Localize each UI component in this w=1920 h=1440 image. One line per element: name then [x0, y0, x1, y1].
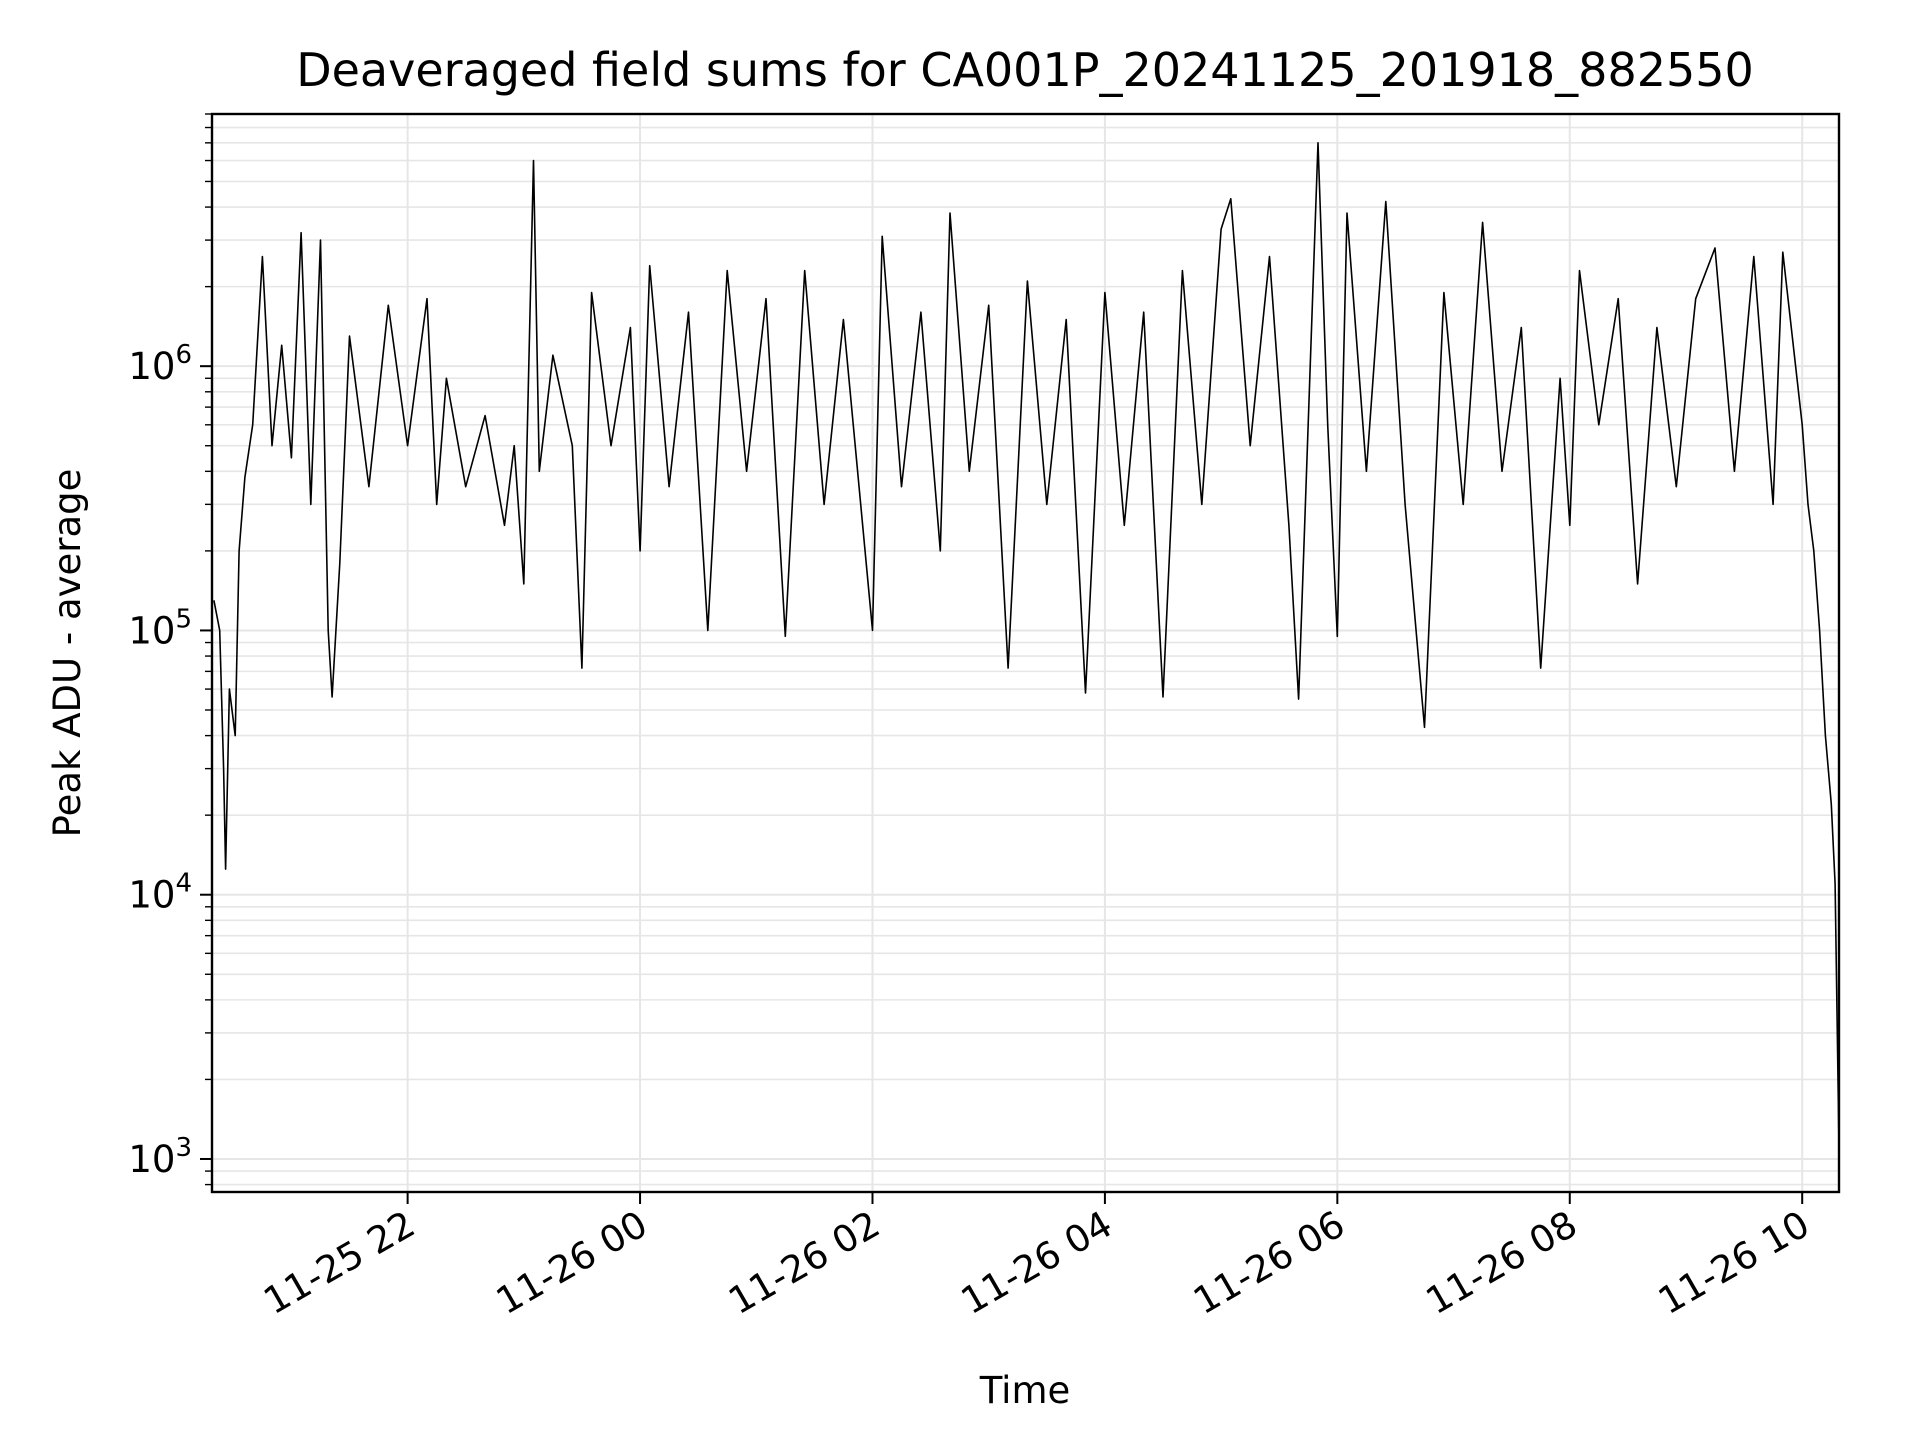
y-axis: 103 104 105 106 — [128, 113, 212, 1186]
plot-frame — [210, 112, 1841, 1194]
series-line — [213, 142, 1840, 1149]
y-tick-label: 106 — [128, 340, 192, 388]
y-tick-label: 105 — [128, 604, 192, 652]
chart-title: Deaveraged field sums for CA001P_2024112… — [296, 43, 1754, 97]
y-tick-label: 104 — [128, 869, 192, 917]
x-axis-label: Time — [979, 1369, 1071, 1412]
series-layer — [213, 142, 1840, 1149]
y-axis-label: Peak ADU - average — [46, 469, 89, 838]
y-tick-label: 103 — [128, 1133, 192, 1181]
